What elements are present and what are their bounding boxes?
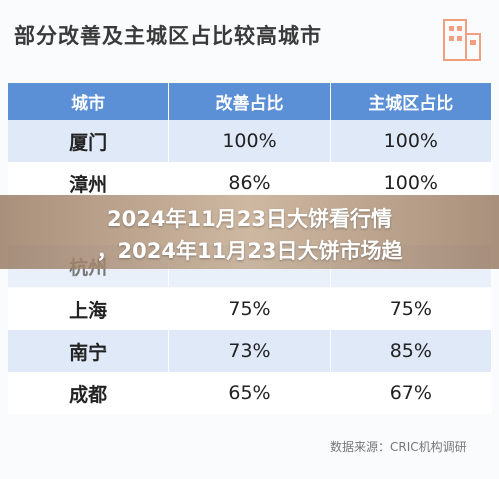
cell: 85%: [331, 330, 492, 372]
banner-line: 2024年11月23日大饼看行情: [107, 207, 392, 231]
row: 厦门 100% 100%: [8, 120, 492, 162]
cell: 100%: [331, 120, 492, 162]
banner-line: ，2024年11月23日大饼市场趋: [96, 239, 403, 263]
cell: 73%: [169, 330, 331, 372]
cell: 100%: [169, 120, 331, 162]
cell: 86%: [169, 162, 331, 204]
cell: 成都: [8, 372, 170, 414]
header-row: 城市 改善占比 主城区占比: [8, 83, 492, 120]
cell: 75%: [169, 288, 331, 330]
cell: 75%: [331, 288, 492, 330]
title: 部分改善及主城区占比较高城市: [14, 24, 322, 48]
cell: 100%: [331, 162, 492, 204]
header-cell: 改善占比: [169, 83, 331, 120]
cell: 上海: [8, 288, 170, 330]
header-cell: 主城区占比: [331, 83, 492, 120]
cell: 厦门: [8, 120, 170, 162]
cell: 南宁: [8, 330, 170, 372]
cell: 漳州: [8, 162, 170, 204]
banner: 2024年11月23日大饼看行情 ，2024年11月23日大饼市场趋: [0, 195, 499, 269]
row: 南宁 73% 85%: [8, 330, 492, 372]
row: 成都 65% 67%: [8, 372, 492, 414]
row: 上海 75% 75%: [8, 288, 492, 330]
header-cell: 城市: [8, 83, 170, 120]
cell: 65%: [169, 372, 331, 414]
building-icon: [443, 19, 481, 61]
source: 数据来源：CRIC机构调研: [330, 440, 467, 454]
cell: 67%: [331, 372, 492, 414]
